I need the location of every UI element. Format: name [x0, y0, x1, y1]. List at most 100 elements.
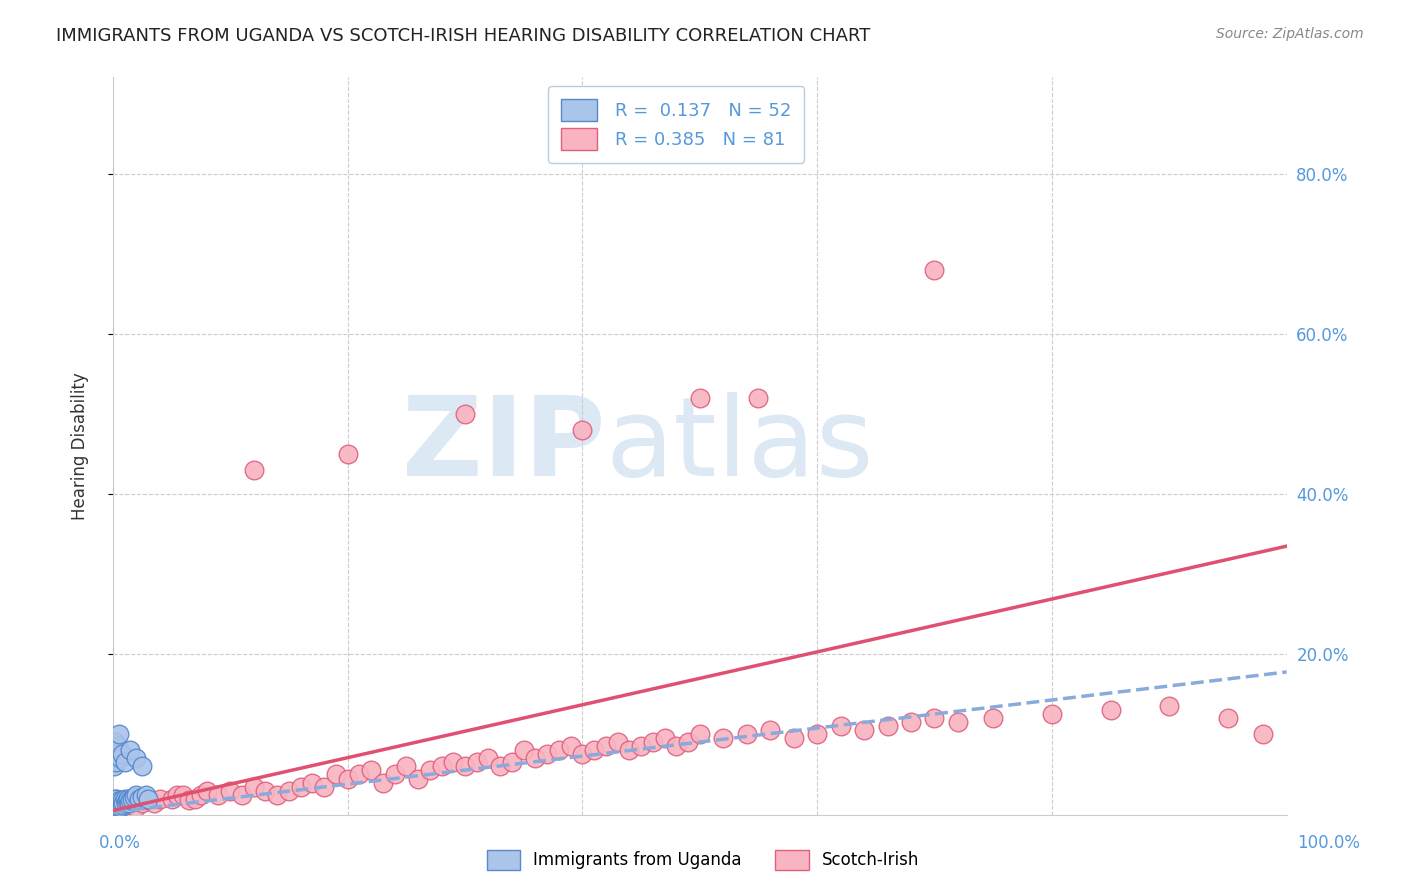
Point	[105, 756, 128, 770]
Point	[384, 767, 406, 781]
Point	[619, 743, 641, 757]
Point	[1251, 727, 1274, 741]
Point	[111, 793, 134, 807]
Point	[195, 783, 218, 797]
Point	[103, 759, 125, 773]
Point	[595, 739, 617, 754]
Point	[654, 731, 676, 746]
Text: Source: ZipAtlas.com: Source: ZipAtlas.com	[1216, 27, 1364, 41]
Point	[1099, 703, 1122, 717]
Point	[254, 783, 277, 797]
Point	[876, 719, 898, 733]
Point	[242, 780, 264, 794]
Point	[1040, 707, 1063, 722]
Point	[231, 788, 253, 802]
Point	[711, 731, 734, 746]
Point	[104, 804, 127, 818]
Point	[104, 796, 127, 810]
Point	[114, 791, 136, 805]
Point	[112, 796, 135, 810]
Point	[536, 747, 558, 762]
Point	[759, 723, 782, 738]
Point	[136, 791, 159, 805]
Point	[118, 796, 141, 810]
Point	[105, 796, 128, 810]
Point	[190, 788, 212, 802]
Point	[477, 751, 499, 765]
Point	[924, 262, 946, 277]
Point	[583, 743, 606, 757]
Point	[111, 747, 134, 762]
Point	[395, 759, 418, 773]
Point	[735, 727, 758, 741]
Point	[131, 789, 153, 804]
Point	[107, 739, 129, 754]
Point	[108, 751, 131, 765]
Point	[120, 796, 142, 810]
Point	[131, 796, 153, 810]
Point	[107, 727, 129, 741]
Point	[108, 793, 131, 807]
Point	[121, 791, 143, 805]
Point	[114, 797, 136, 812]
Point	[103, 743, 125, 757]
Point	[454, 407, 477, 421]
Text: atlas: atlas	[606, 392, 875, 500]
Point	[314, 780, 336, 794]
Point	[103, 797, 125, 812]
Text: 0.0%: 0.0%	[98, 834, 141, 852]
Point	[360, 764, 382, 778]
Point	[104, 804, 127, 818]
Point	[406, 772, 429, 786]
Point	[441, 756, 464, 770]
Point	[946, 715, 969, 730]
Point	[166, 788, 188, 802]
Point	[128, 791, 150, 805]
Point	[104, 799, 127, 814]
Point	[924, 711, 946, 725]
Point	[830, 719, 852, 733]
Point	[115, 793, 138, 807]
Point	[105, 799, 128, 814]
Y-axis label: Hearing Disability: Hearing Disability	[72, 372, 89, 520]
Point	[125, 751, 148, 765]
Point	[110, 796, 132, 810]
Point	[1216, 711, 1239, 725]
Point	[430, 759, 453, 773]
Point	[512, 743, 534, 757]
Point	[689, 727, 711, 741]
Point	[853, 723, 876, 738]
Point	[301, 775, 323, 789]
Point	[665, 739, 688, 754]
Point	[981, 711, 1004, 725]
Point	[103, 801, 125, 815]
Text: 100.0%: 100.0%	[1298, 834, 1360, 852]
Point	[136, 793, 159, 807]
Point	[290, 780, 312, 794]
Point	[630, 739, 652, 754]
Point	[676, 735, 699, 749]
Point	[325, 767, 347, 781]
Point	[149, 791, 172, 805]
Point	[806, 727, 828, 741]
Legend: R =  0.137   N = 52, R = 0.385   N = 81: R = 0.137 N = 52, R = 0.385 N = 81	[548, 87, 804, 163]
Point	[110, 799, 132, 814]
Point	[207, 788, 229, 802]
Point	[108, 797, 131, 812]
Point	[349, 767, 371, 781]
Point	[172, 788, 194, 802]
Point	[120, 793, 142, 807]
Point	[336, 447, 359, 461]
Point	[104, 791, 127, 805]
Point	[184, 791, 207, 805]
Point	[336, 772, 359, 786]
Point	[105, 801, 128, 815]
Point	[571, 423, 593, 437]
Point	[104, 751, 127, 765]
Point	[103, 799, 125, 814]
Point	[107, 796, 129, 810]
Point	[114, 796, 136, 810]
Point	[371, 775, 394, 789]
Point	[782, 731, 804, 746]
Point	[219, 783, 242, 797]
